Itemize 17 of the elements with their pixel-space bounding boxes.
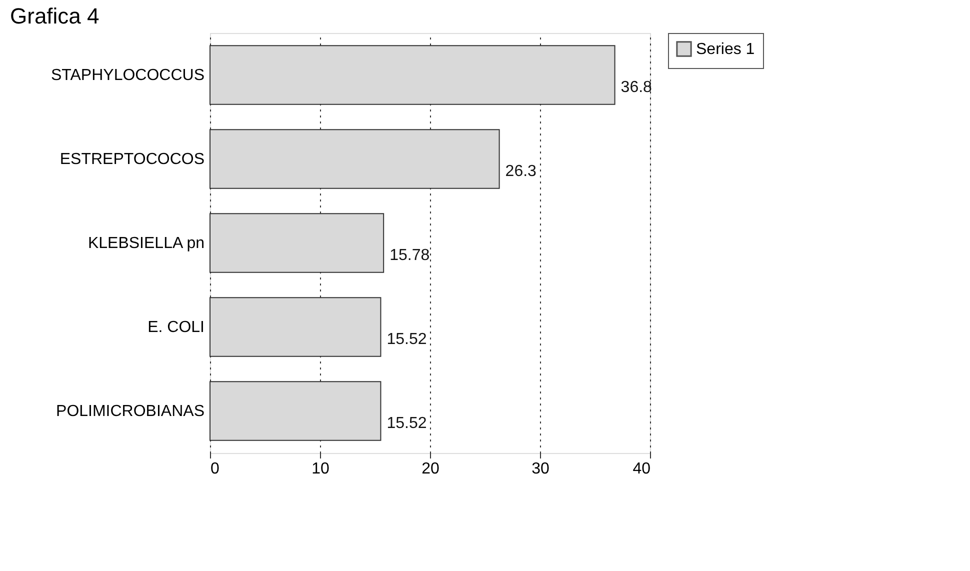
y-tick-label: ESTREPTOCOCOS [60,151,204,168]
x-tick-label: 0 [210,460,220,478]
data-label: 15.52 [386,415,427,432]
x-tick-label: 30 [532,460,550,478]
y-tick-label: E. COLI [148,319,204,336]
data-label: 36.8 [620,79,652,96]
y-tick-label: KLEBSIELLA pn [88,235,204,252]
x-tick-label: 10 [312,460,330,478]
x-tick-label: 40 [632,460,651,478]
data-label: 26.3 [505,163,537,180]
y-tick-label: STAPHYLOCOCCUS [50,67,204,84]
data-label: 15.52 [386,331,427,348]
data-label: 15.78 [390,247,430,264]
legend-label: Series 1 [696,41,755,58]
x-tick-label: 20 [422,460,440,478]
y-tick-label: POLIMICROBIANAS [56,403,204,420]
chart-title: Grafica 4 [10,4,100,28]
